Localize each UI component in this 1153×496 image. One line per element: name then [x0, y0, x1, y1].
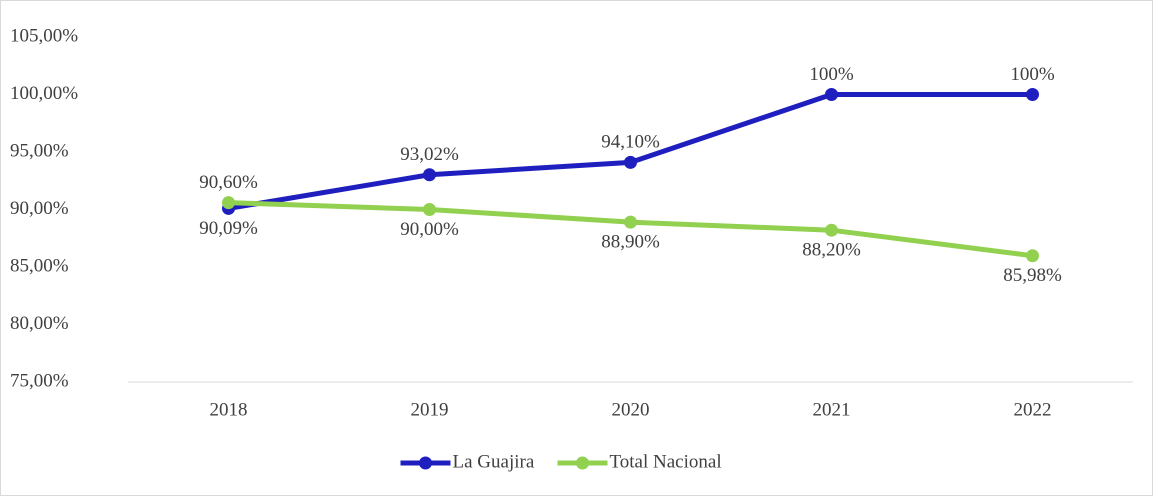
point	[1026, 88, 1039, 101]
data-label: 100%	[1010, 64, 1055, 85]
y-tick-label: 90,00%	[10, 198, 69, 219]
point	[423, 203, 436, 216]
x-tick-label: 2021	[813, 399, 851, 420]
point	[624, 215, 637, 229]
y-tick-label: 75,00%	[10, 370, 69, 391]
point	[423, 168, 436, 182]
data-label: 90,60%	[199, 172, 258, 193]
y-tick-label: 80,00%	[10, 313, 69, 334]
y-tick-label: 105,00%	[10, 25, 78, 46]
point	[222, 196, 235, 210]
x-tick-label: 2018	[210, 399, 248, 420]
y-tick-label: 95,00%	[10, 140, 69, 161]
data-label: 85,98%	[1003, 265, 1062, 286]
x-tick-label: 2019	[411, 399, 449, 420]
legend-label: Total Nacional	[610, 451, 722, 472]
x-tick-label: 2022	[1014, 399, 1052, 420]
y-tick-label: 100,00%	[10, 83, 78, 104]
data-label: 88,20%	[802, 240, 861, 261]
point	[1026, 249, 1039, 263]
data-label: 88,90%	[601, 232, 660, 253]
x-tick-label: 2020	[612, 399, 650, 420]
point	[825, 88, 838, 101]
data-label: 100%	[809, 64, 854, 85]
data-label: 94,10%	[601, 132, 660, 153]
legend-marker	[419, 456, 432, 470]
point	[825, 223, 838, 237]
point	[624, 155, 637, 169]
legend-label: La Guajira	[453, 451, 535, 472]
data-label: 90,00%	[400, 219, 459, 240]
data-label: 90,09%	[199, 218, 258, 239]
legend-marker	[576, 456, 589, 470]
data-label: 93,02%	[400, 144, 459, 165]
y-tick-label: 85,00%	[10, 255, 69, 276]
